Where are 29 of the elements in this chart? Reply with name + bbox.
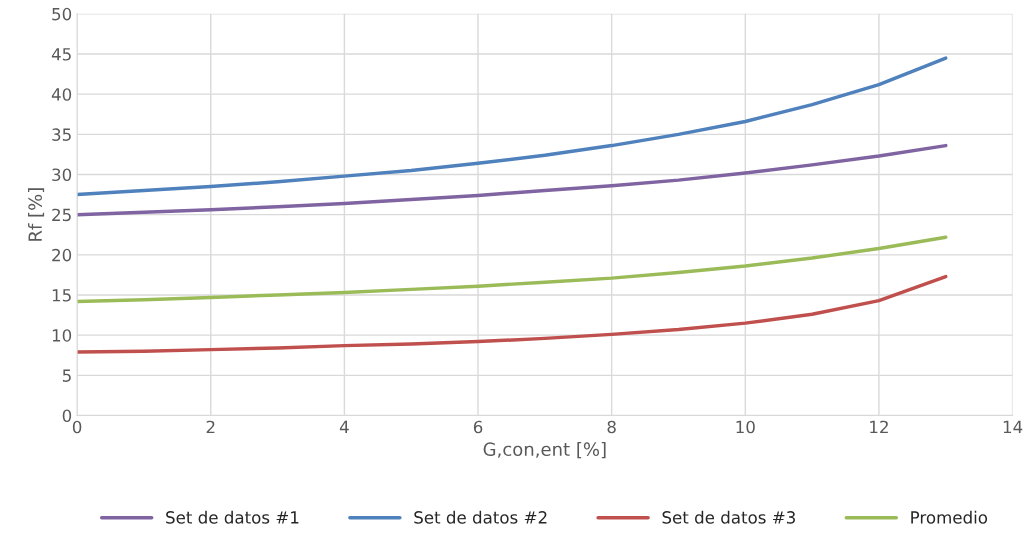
y-tick-label: 25	[52, 208, 71, 222]
line-series	[77, 143, 948, 217]
y-axis-title: Rf [%]	[28, 188, 45, 241]
y-tick-label: 15	[52, 289, 71, 302]
x-tick-label: 14	[1003, 420, 1023, 434]
x-tick-label: 10	[736, 420, 755, 434]
line-series	[77, 235, 948, 304]
y-tick-label: 40	[51, 88, 72, 101]
y-tick-label: 30	[52, 168, 72, 182]
y-tick-label: 5	[62, 369, 71, 382]
legend-label: Set de datos #2	[414, 510, 547, 524]
legend-label: Set de datos #3	[662, 510, 795, 524]
x-tick-label: 4	[339, 420, 349, 434]
y-tick-label: 10	[52, 329, 72, 342]
legend-label: Set de datos #1	[166, 510, 299, 524]
x-tick-label: 12	[870, 420, 888, 434]
x-tick-label: 2	[206, 420, 215, 434]
legend-label: Promedio	[911, 510, 988, 524]
x-tick-label: 6	[473, 420, 483, 434]
x-tick-label: 0	[72, 420, 82, 434]
y-tick-label: 0	[62, 409, 72, 423]
y-tick-label: 20	[52, 248, 72, 262]
y-tick-label: 50	[52, 7, 72, 21]
y-tick-label: 35	[52, 128, 71, 141]
line-series	[77, 274, 948, 354]
y-tick-label: 45	[51, 48, 71, 61]
line-series	[77, 56, 948, 197]
x-tick-label: 8	[607, 420, 616, 434]
x-axis-title: G,con,ent [%]	[483, 442, 606, 459]
